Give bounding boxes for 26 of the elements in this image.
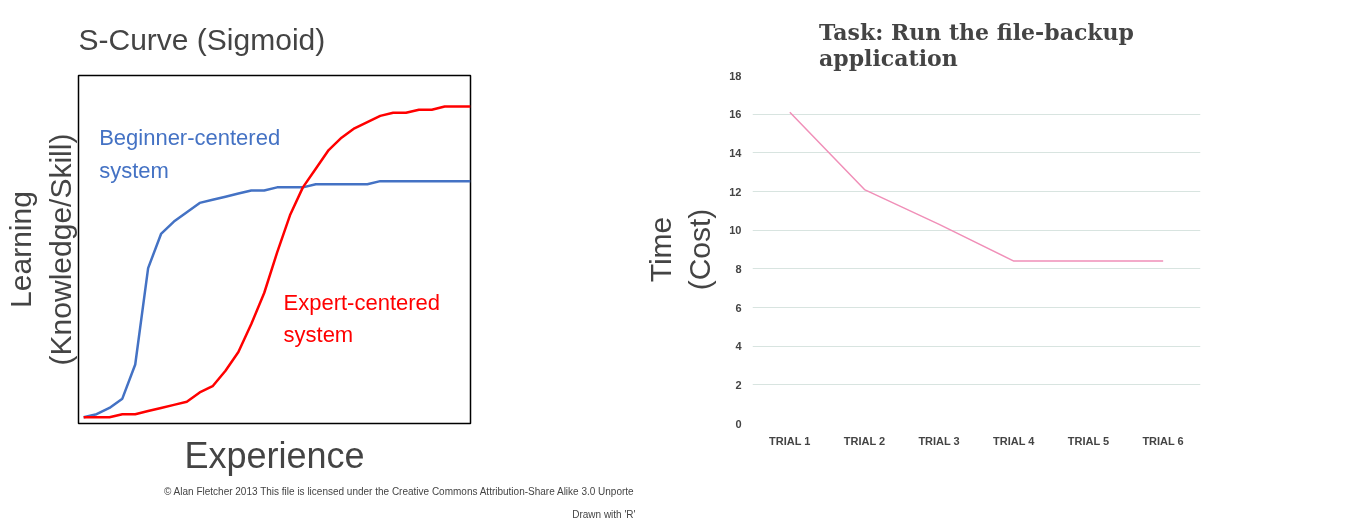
text: Drawn with 'R'	[572, 508, 636, 520]
line-series	[789, 111, 1164, 262]
x-tick-label: TRIAL 2	[843, 434, 886, 447]
y-tick-label: 10	[729, 224, 742, 237]
y-tick-label: 4	[735, 340, 743, 353]
chart-title: Task: Run the file-backup application	[819, 18, 1134, 71]
x-tick-label: TRIAL 6	[1142, 434, 1184, 447]
x-tick-label: TRIAL 5	[1067, 434, 1110, 447]
chart-title: S-Curve (Sigmoid)	[78, 22, 326, 56]
y-axis-title: Learning (Knowledge/Skill)	[3, 133, 77, 366]
y-tick-label: 6	[735, 301, 742, 314]
series-label: Beginner-centered system	[99, 125, 281, 183]
x-tick-label: TRIAL 1	[769, 434, 811, 447]
y-tick-label: 16	[729, 108, 742, 121]
text: © Alan Fletcher 2013 This file is licensed under the Creative Commons Attribution-Share Alike 3.0 Unporte	[164, 485, 635, 497]
series-label: Expert-centered system	[283, 289, 441, 348]
y-tick-label: 0	[735, 417, 742, 430]
x-tick-label: TRIAL 3	[918, 434, 960, 447]
y-axis-title: Time (Cost)	[643, 208, 717, 291]
y-tick-label: 2	[735, 378, 742, 391]
y-tick-label: 14	[729, 146, 743, 159]
y-tick-label: 8	[735, 262, 742, 275]
x-axis-title: Experience	[184, 434, 365, 476]
x-tick-label: TRIAL 4	[993, 434, 1036, 447]
y-tick-label: 18	[729, 69, 742, 82]
y-tick-label: 12	[729, 185, 742, 198]
